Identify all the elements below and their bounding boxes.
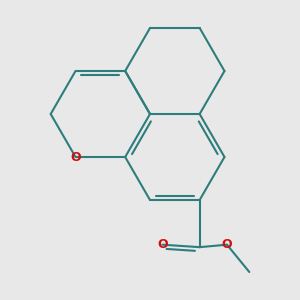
- Text: O: O: [157, 238, 168, 251]
- Text: O: O: [222, 238, 232, 251]
- Text: O: O: [70, 151, 81, 164]
